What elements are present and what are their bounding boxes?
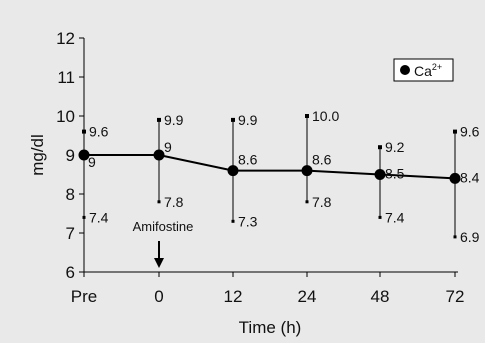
upper-label-12: 9.9: [238, 112, 258, 128]
value-label-0: 9: [164, 139, 172, 155]
legend-marker: [400, 65, 410, 75]
data-point-24: [301, 165, 313, 177]
series-group: [78, 149, 461, 184]
upper-label-Pre: 9.6: [89, 124, 109, 140]
y-axis-label: mg/dl: [28, 134, 47, 176]
range-cap-lower-0: [157, 200, 161, 204]
range-cap-upper-Pre: [82, 129, 86, 134]
x-tick-label-0: 0: [154, 287, 163, 306]
lower-label-24: 7.8: [312, 194, 332, 210]
y-tick-label-7: 7: [66, 224, 75, 243]
data-point-72: [449, 172, 461, 184]
upper-label-24: 10.0: [312, 108, 339, 124]
range-cap-upper-48: [378, 145, 382, 150]
y-tick-label-10: 10: [56, 107, 75, 126]
value-label-12: 8.6: [238, 152, 258, 168]
x-tick-label-24: 24: [298, 287, 317, 306]
value-label-72: 8.4: [460, 169, 480, 185]
value-label-Pre: 9: [88, 154, 96, 170]
legend-box: [393, 58, 454, 82]
x-axis-label: Time (h): [239, 318, 302, 337]
y-tick-label-9: 9: [66, 146, 75, 165]
range-cap-lower-24: [305, 200, 309, 204]
y-tick-label-6: 6: [66, 263, 75, 282]
lower-label-12: 7.3: [238, 213, 258, 229]
range-cap-upper-24: [305, 114, 309, 118]
x-tick-label-72: 72: [446, 287, 465, 306]
data-point-12: [227, 165, 239, 177]
range-cap-lower-72: [453, 235, 457, 239]
data-point-48: [374, 169, 386, 180]
lower-label-0: 7.8: [164, 194, 184, 210]
data-labels-group: 9 9.6 7.4 9 9.9 7.8 8.6 9.9 7.3 8.6 10.0 7.8 8.5 9.2 7…: [88, 108, 480, 245]
x-tick-label-12: 12: [224, 287, 243, 306]
annotation-arrow: [154, 241, 164, 268]
lower-label-Pre: 7.4: [89, 209, 109, 225]
value-label-24: 8.6: [312, 152, 332, 168]
annotation-arrow-head: [154, 258, 164, 268]
data-point-Pre: [78, 149, 90, 161]
y-tick-label-11: 11: [57, 68, 75, 87]
data-point-0: [153, 149, 165, 161]
range-cap-upper-12: [231, 117, 235, 122]
range-cap-upper-72: [453, 129, 457, 134]
x-tick-label-Pre: Pre: [71, 287, 97, 306]
legend-label: Ca2+: [414, 62, 442, 79]
range-cap-lower-12: [231, 219, 235, 223]
legend: Ca2+: [393, 58, 454, 82]
upper-label-72: 9.6: [460, 124, 480, 140]
lower-label-72: 6.9: [460, 229, 480, 245]
series-line: [84, 154, 456, 180]
error-bars-group: [82, 114, 457, 239]
y-tick-label-8: 8: [66, 185, 75, 204]
range-cap-lower-Pre: [82, 215, 86, 219]
range-cap-lower-48: [378, 215, 382, 219]
annotation-label: Amifostine: [133, 219, 194, 234]
upper-label-48: 9.2: [385, 139, 405, 155]
y-tick-label-12: 12: [56, 29, 75, 48]
x-tick-label-48: 48: [371, 287, 390, 306]
range-cap-upper-0: [157, 117, 161, 122]
value-label-48: 8.5: [385, 166, 405, 182]
upper-label-0: 9.9: [164, 112, 184, 128]
lower-label-48: 7.4: [385, 209, 405, 225]
